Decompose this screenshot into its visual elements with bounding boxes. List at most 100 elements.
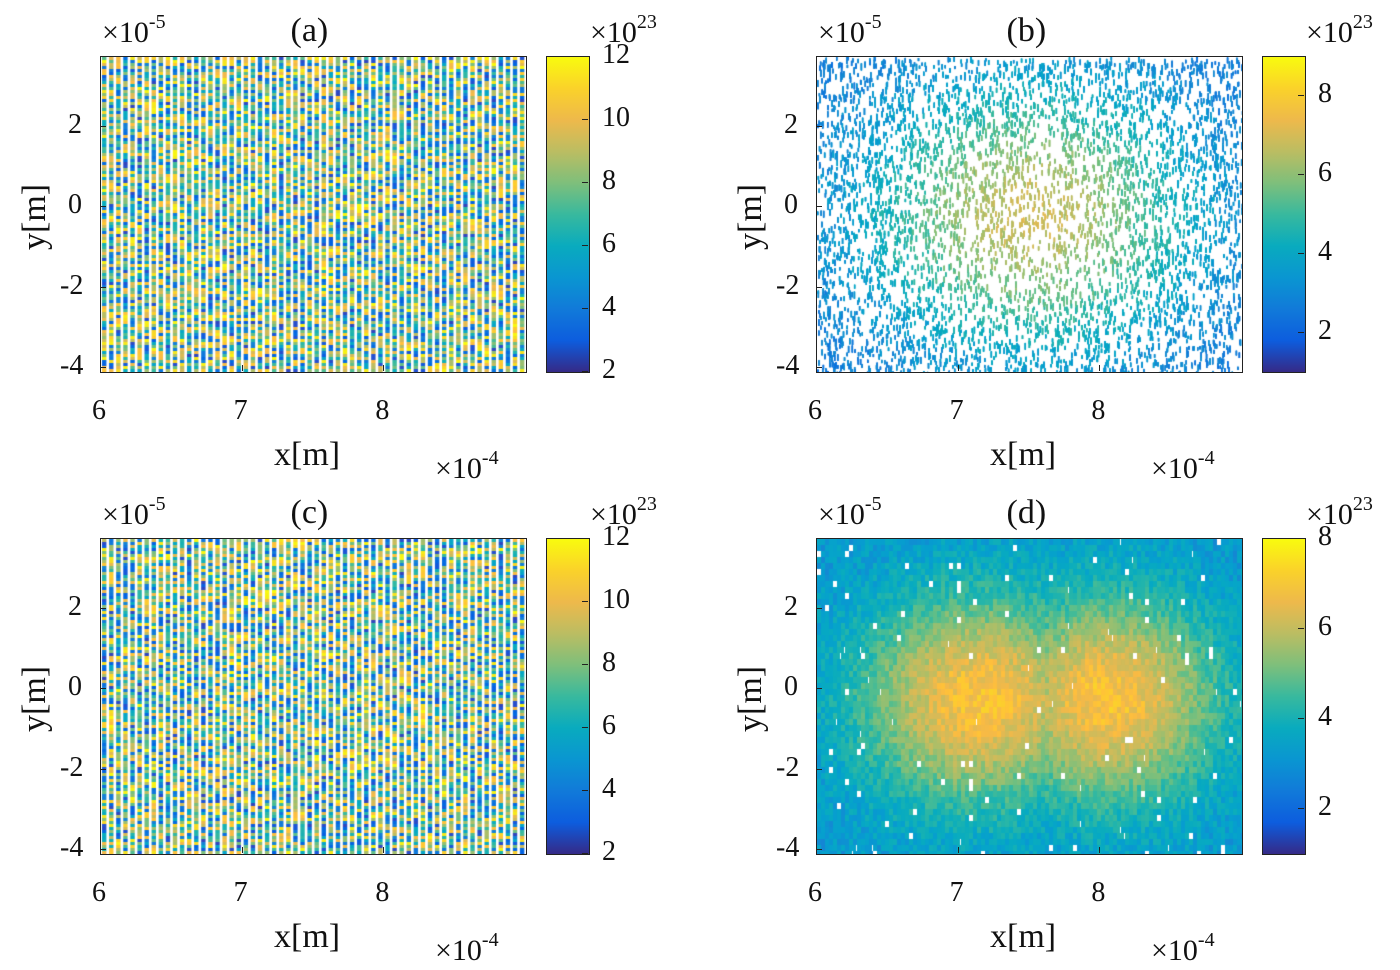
y-tick-mark [816,688,822,690]
colorbar-tick-label: 8 [602,647,616,678]
colorbar-tick-label: 2 [602,836,616,867]
y-axis-multiplier: ×10-5 [102,12,166,48]
x-tick-mark [816,365,817,371]
y-axis-multiplier: ×10-5 [818,494,882,530]
colorbar-tick-label: 8 [1318,521,1332,552]
y-axis-multiplier-base: ×10 [102,498,149,531]
colorbar-tick-label: 6 [1318,611,1332,642]
x-axis-label: x[m] [274,918,341,955]
x-tick-label: 6 [92,877,106,908]
colorbar-tick-mark [1298,628,1304,629]
x-axis-multiplier-base: ×10 [1151,452,1198,485]
x-tick-label: 7 [949,395,964,426]
heatmap-plot-area [100,538,527,855]
panel-a: (a) ×10-5 6 7 8 -4 -2 0 2 x[m] y[m] ×10-4 2 4 6 8 10 12 ×1… [0,0,684,484]
y-tick-label: -4 [776,349,800,381]
heatmap-image [817,57,1242,372]
x-axis-multiplier-exponent: -4 [481,447,499,469]
x-tick-mark [383,365,385,371]
y-axis-multiplier-exponent: -5 [148,11,166,33]
y-tick-mark [100,688,106,690]
colorbar-multiplier: ×1023 [590,494,657,530]
x-tick-mark [383,847,385,853]
y-tick-label: -2 [60,751,84,783]
colorbar-tick-label: 6 [602,228,616,259]
y-tick-label: 2 [68,109,82,141]
y-tick-label: 0 [784,671,798,703]
colorbar-tick-label: 6 [602,710,616,741]
colorbar-tick-label: 2 [1318,791,1332,822]
x-tick-label: 8 [375,395,390,426]
x-tick-label: 6 [808,877,822,908]
colorbar-multiplier: ×1023 [1306,494,1373,530]
colorbar-tick-mark [582,245,588,246]
colorbar-tick-mark [582,790,588,791]
colorbar-tick-mark [1298,174,1304,176]
colorbar-multiplier-exponent: 23 [636,493,657,515]
colorbar-tick-label: 4 [1318,235,1332,267]
panel-title: (b) [1006,12,1047,49]
colorbar-multiplier-base: ×10 [1306,16,1353,49]
colorbar-tick-label: 4 [1318,701,1332,732]
colorbar-multiplier-base: ×10 [1306,498,1353,531]
colorbar-tick-mark [582,371,588,372]
heatmap-image [101,57,526,372]
y-axis-label: y[m] [732,183,769,250]
y-tick-label: 2 [68,591,82,623]
colorbar-tick-mark [1298,95,1304,97]
y-axis-label: y[m] [732,665,769,732]
colorbar-tick-mark [582,538,588,539]
x-axis-multiplier: ×10-4 [1151,448,1215,484]
y-axis-label: y[m] [16,183,53,250]
heatmap-image [817,539,1242,854]
x-axis-multiplier-base: ×10 [1151,934,1198,967]
heatmap-plot-area [100,56,527,373]
y-axis-multiplier-exponent: -5 [864,11,882,33]
y-tick-label: -4 [60,831,84,863]
y-tick-mark [816,848,822,850]
x-tick-label: 7 [233,395,248,426]
y-tick-label: 2 [784,109,798,141]
y-tick-label: -4 [60,349,84,381]
y-axis-multiplier: ×10-5 [818,12,882,48]
x-tick-label: 8 [1091,877,1106,908]
y-tick-mark [816,126,822,128]
y-tick-mark [100,608,106,610]
x-axis-label: x[m] [274,436,341,473]
x-axis-multiplier: ×10-4 [1151,930,1215,966]
colorbar-tick-mark [582,119,588,120]
x-tick-label: 6 [92,395,106,426]
panel-title: (d) [1006,494,1047,531]
colorbar [1262,538,1306,855]
colorbar [546,538,590,855]
y-tick-mark [816,286,822,288]
x-tick-mark [241,365,243,371]
colorbar-tick-label: 2 [1318,314,1332,346]
y-tick-label: -2 [776,751,800,783]
y-axis-multiplier-exponent: -5 [148,493,166,515]
colorbar-tick-mark [582,601,588,602]
panel-c: (c) ×10-5 6 7 8 -4 -2 0 2 x[m] y[m] ×10-4 2 4 6 8 10 12 ×1… [0,482,684,966]
colorbar-tick-mark [1298,331,1304,333]
y-tick-mark [100,848,106,850]
colorbar-tick-label: 10 [602,584,630,615]
colorbar-multiplier-exponent: 23 [636,11,657,33]
colorbar [1262,56,1306,373]
x-axis-multiplier: ×10-4 [435,448,499,484]
panel-d: (d) ×10-5 6 7 8 -4 -2 0 2 x[m] y[m] ×10-4 2 4 6 8 ×1023 [716,482,1400,966]
heatmap-image [101,539,526,854]
y-tick-label: 0 [68,671,82,703]
colorbar-multiplier-exponent: 23 [1352,493,1373,515]
colorbar-tick-label: 6 [1318,157,1332,189]
y-tick-mark [100,366,106,368]
colorbar-tick-mark [1298,252,1304,254]
colorbar-tick-mark [582,727,588,728]
x-tick-mark [816,847,817,853]
y-axis-label: y[m] [16,665,53,732]
y-tick-mark [100,768,106,770]
colorbar-tick-label: 12 [602,521,630,552]
colorbar-multiplier: ×1023 [1306,12,1373,48]
panel-b: (b) ×10-5 6 7 8 -4 -2 0 2 x[m] y[m] ×10-4 2 4 6 8 ×1023 [716,0,1400,484]
x-tick-mark [100,365,101,371]
x-tick-mark [957,847,959,853]
